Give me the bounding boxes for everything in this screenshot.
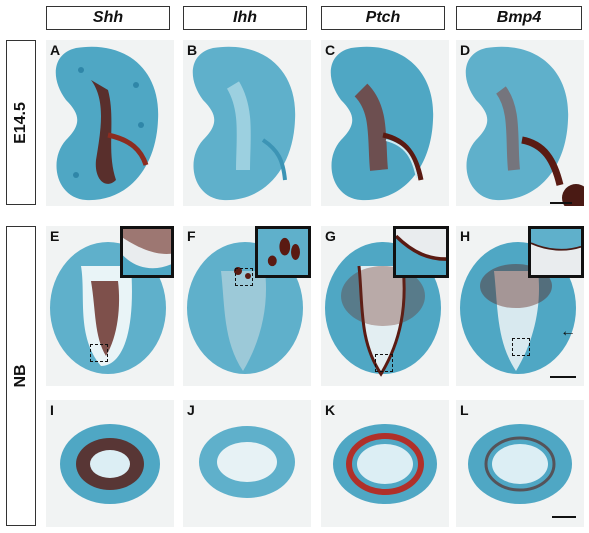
panel-i: I [46, 400, 174, 527]
panel-k: K [321, 400, 449, 527]
panel-d: D [456, 40, 584, 206]
panel-b: B [183, 40, 311, 206]
panel-label-a: A [50, 42, 61, 58]
panel-e: E [46, 226, 174, 386]
panel-label-g: G [325, 228, 336, 244]
row-header-e14-5: E14.5 [6, 40, 36, 205]
scale-bar-row-1 [550, 202, 572, 204]
panel-label-l: L [460, 402, 469, 418]
panel-label-e: E [50, 228, 60, 244]
inset-region-box-e [90, 344, 108, 362]
panel-label-i: I [50, 402, 54, 418]
scale-bar-row-3 [552, 516, 576, 518]
row-header-e14-5-label: E14.5 [12, 101, 29, 144]
inset-g [393, 226, 449, 278]
column-header-ihh: Ihh [183, 6, 307, 30]
panel-label-d: D [460, 42, 471, 58]
panel-l: L [456, 400, 584, 527]
panel-label-f: F [187, 228, 196, 244]
column-header-bmp4: Bmp4 [456, 6, 582, 30]
panel-label-j: J [187, 402, 195, 418]
scale-bar-row-2 [550, 376, 576, 378]
panel-label-k: K [325, 402, 336, 418]
inset-h [528, 226, 584, 278]
panel-a: A [46, 40, 174, 206]
inset-f [255, 226, 311, 278]
inset-e [120, 226, 174, 278]
panel-label-h: H [460, 228, 471, 244]
panel-label-c: C [325, 42, 336, 58]
panel-c: C [321, 40, 449, 206]
panel-label-b: B [187, 42, 198, 58]
panel-h: ← H [456, 226, 584, 386]
inset-region-box-g [375, 354, 393, 372]
inset-region-box-f [235, 268, 253, 286]
row-header-nb: NB [6, 226, 36, 526]
row-header-nb-label: NB [12, 364, 29, 388]
column-header-ptch: Ptch [321, 6, 445, 30]
inset-region-box-h [512, 338, 530, 356]
panel-g: G [321, 226, 449, 386]
panel-j: J [183, 400, 311, 527]
column-header-shh: Shh [46, 6, 170, 30]
panel-f: F [183, 226, 311, 386]
arrow-left-icon: ← [560, 323, 576, 340]
